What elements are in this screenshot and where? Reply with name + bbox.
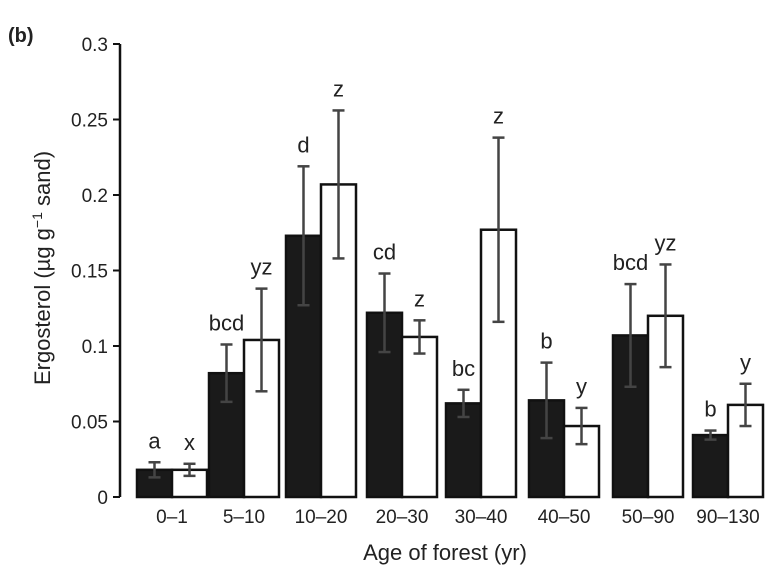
y-tick-label: 0.05 — [71, 413, 108, 434]
y-tick-label: 0.1 — [82, 337, 108, 358]
x-tick-label: 0–1 — [156, 507, 188, 528]
bar — [444, 402, 483, 499]
bar — [365, 311, 404, 499]
significance-label: cd — [373, 240, 396, 265]
significance-label: z — [414, 286, 425, 311]
significance-label: yz — [251, 255, 273, 280]
significance-label: b — [540, 329, 552, 354]
y-tick-label: 0.25 — [71, 111, 108, 132]
bar — [400, 335, 439, 499]
y-axis-title: Ergosterol (µg g−1 sand) — [29, 151, 55, 385]
y-tick-label: 0.2 — [82, 186, 108, 207]
bar — [691, 433, 730, 499]
significance-label: y — [576, 374, 587, 399]
y-axis-title-main: Ergosterol (µg g — [30, 228, 55, 385]
significance-label: yz — [655, 230, 677, 255]
x-tick-label: 5–10 — [223, 507, 265, 528]
chart-marks: 00.050.10.150.20.250.3a x0–1bcdyz5–10dz10… — [71, 35, 765, 528]
x-axis-title: Age of forest (yr) — [363, 540, 527, 565]
significance-label: bc — [452, 356, 475, 381]
x-tick-label: 40–50 — [538, 507, 591, 528]
significance-label: bcd — [209, 310, 244, 335]
y-axis-title-tail: sand) — [30, 151, 55, 212]
y-tick-label: 0.3 — [82, 35, 108, 56]
x-tick-label: 30–40 — [455, 507, 508, 528]
y-tick-label: 0.15 — [71, 262, 108, 283]
significance-label: b — [704, 397, 716, 422]
significance-label: d — [297, 132, 309, 157]
panel-label: (b) — [8, 25, 34, 47]
y-tick-label: 0 — [97, 488, 108, 509]
x-tick-label: 90–130 — [696, 507, 759, 528]
x-tick-label: 20–30 — [376, 507, 429, 528]
significance-label: bcd — [613, 250, 648, 275]
significance-label: z — [493, 104, 504, 129]
significance-label: x — [184, 430, 195, 455]
y-axis-title-sup: −1 — [29, 212, 45, 228]
x-tick-label: 10–20 — [295, 507, 348, 528]
significance-label: y — [740, 350, 751, 375]
significance-label: a — [148, 428, 161, 453]
x-tick-label: 50–90 — [622, 507, 675, 528]
significance-label: z — [333, 76, 344, 101]
